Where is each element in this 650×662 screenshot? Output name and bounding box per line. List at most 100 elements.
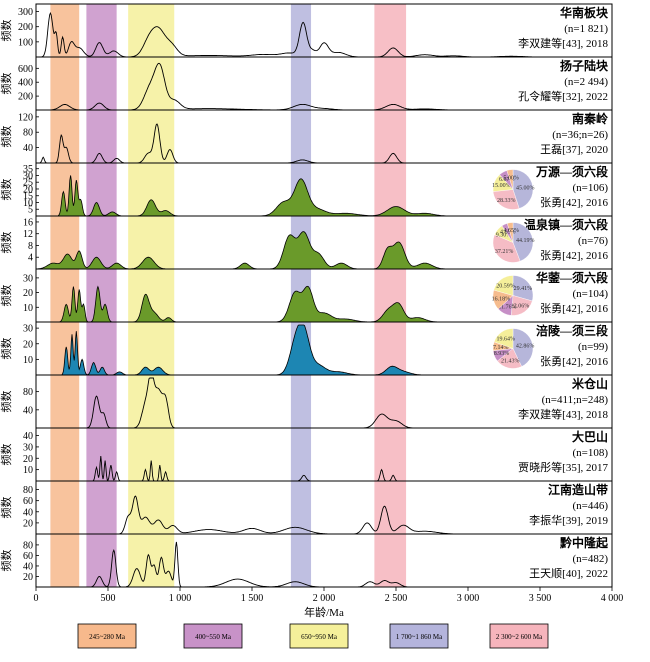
panel-3-pie-slice-0 [512,169,534,209]
panel-6-pie-label-4: 19.64% [497,336,516,342]
panel-4-pie-slice-1 [492,234,521,263]
panel-1-ylabel: 频数 [0,73,13,95]
panel-4-ytick-label-1: 8 [28,241,33,252]
panel-2-ytick-label-0: 40 [23,143,33,154]
panel-10-n: (n=482) [572,553,608,565]
panel-8-title: 大巴山 [572,429,608,444]
panel-0-source: 李双建等[43], 2018 [518,36,608,50]
panel-5-source: 张勇[42], 2016 [540,302,608,315]
panel-3-ytick-label-6: 35 [23,164,33,175]
legend-swatch-1 [183,623,243,649]
panel-9-ylabel: 频数 [0,497,13,519]
xtick-label-3: 1 500 [241,593,264,604]
panel-1-ytick-label-0: 200 [18,92,33,103]
panel-0-n: (n=1 821) [564,23,608,35]
panel-6-pie-slice-4 [493,328,514,349]
panel-9-ytick-label-0: 20 [23,518,33,529]
panel-3-pie-label-3: 6.67% [499,177,515,183]
panel-7-n: (n=411;n=248) [542,394,609,406]
panel-5-pie-label-0: 29.41% [514,286,533,292]
panel-5-ytick-label-2: 30 [23,273,33,284]
panel-2-ytick-label-1: 80 [23,128,33,139]
panel-4-ylabel: 频数 [0,232,13,254]
panel-3-source: 张勇[42], 2016 [540,196,608,209]
panel-3-ytick-label-0: 5 [28,205,33,216]
panel-4-n: (n=76) [578,235,608,247]
panel-4-pie-slice-0 [512,222,534,262]
panel-3-ylabel: 频数 [0,179,13,201]
panel-6-pie-label-0: 42.86% [516,344,535,350]
panel-7-title: 米仓山 [572,376,608,391]
panel-5-pie-slice-0 [512,275,534,302]
panel-7-source: 李双建等[43], 2018 [518,407,608,421]
xtick-label-4: 2 000 [313,593,336,604]
x-axis-label: 年龄/Ma [304,605,344,619]
panel-9-frame [35,480,613,535]
panel-0-ytick-label-2: 300 [18,7,33,18]
panel-4-ytick-label-2: 12 [23,229,33,240]
panel-6-pie-label-1: 21.43% [501,359,520,365]
panel-10-ylabel: 频数 [0,550,13,572]
panel-0-title: 华南板块 [560,5,609,20]
panel-10-title: 黔中隆起 [560,535,609,550]
panel-4-source: 张勇[42], 2016 [540,249,608,262]
panel-6-title: 涪陵—须三段 [536,323,609,338]
panel-6-pie-label-2: 8.93% [494,351,510,357]
panel-10-source: 王天顺[40], 2022 [529,567,608,580]
panel-4-pie-label-1: 37.21% [495,249,514,255]
panel-3-ytick-label-5: 30 [23,171,33,182]
panel-5-n: (n=104) [572,288,608,300]
age-band-1 [86,4,117,587]
panel-9-source: 李振华[39], 2019 [529,513,608,527]
panel-6-pie-slice-0 [512,328,534,367]
panel-8-source: 贾晓彤等[35], 2017 [518,460,608,474]
panel-5-title: 华蓥—须六段 [536,270,609,285]
panel-10-ytick-label-1: 40 [23,561,33,572]
panel-8-ytick-label-2: 30 [23,442,33,453]
panel-6-n: (n=99) [578,341,608,353]
panel-9-ytick-label-1: 40 [23,507,33,518]
xtick-label-8: 4 000 [601,593,624,604]
legend-label-3: 1 700~1 860 Ma [396,633,443,641]
panel-8-ytick-label-0: 10 [23,465,33,476]
xtick-label-5: 2 500 [385,593,408,604]
panel-6-source: 张勇[42], 2016 [540,355,608,368]
panel-8-n: (n=108) [572,447,608,459]
panel-0-ytick-label-0: 100 [18,37,33,48]
xtick-label-7: 3 500 [529,593,552,604]
panel-6-ytick-label-2: 30 [23,324,33,335]
panel-3-ytick-label-1: 10 [23,198,33,209]
panel-2-title: 南秦岭 [572,111,608,126]
legend-swatch-3 [389,623,449,649]
panel-2-ylabel: 频数 [0,126,13,148]
panel-2-spectrum-line [36,123,612,164]
panel-1-n: (n=2 494) [564,76,608,88]
panel-4-ytick-label-0: 4 [28,253,33,264]
legend-swatch-0 [77,623,137,649]
panel-3-pie-label-1: 28.33% [497,198,516,204]
panel-4-pie-slice-4 [506,222,514,243]
panel-3-ytick-label-4: 25 [23,178,33,189]
panel-6-pie-label-3: 7.14% [493,345,509,351]
panel-9-n: (n=446) [572,500,608,512]
legend-swatch-4 [489,623,549,649]
xtick-label-0: 0 [34,593,39,604]
panel-1-ytick-label-2: 600 [18,64,33,75]
panel-7-ylabel: 频数 [0,391,13,413]
legend-label-2: 650~950 Ma [301,633,338,641]
panel-3-title: 万源—须六段 [535,164,609,179]
panel-10-ytick-label-0: 20 [23,572,33,583]
panel-6-ytick-label-0: 10 [23,355,33,366]
legend-label-0: 245~280 Ma [89,633,126,641]
panel-2-frame [35,109,613,164]
legend-label-1: 400~550 Ma [195,633,232,641]
panel-2-n: (n=36;n=26) [552,129,608,141]
panel-1-title: 扬子陆块 [560,58,609,73]
panel-8-ytick-label-1: 20 [23,454,33,465]
panel-3-pie-slice-1 [492,189,520,210]
xtick-label-1: 500 [101,593,116,604]
panel-4-pie-label-2: 9.30% [496,233,512,239]
panel-3-pie-label-2: 15.00% [492,183,511,189]
panel-5-pie-label-3: 16.18% [492,296,511,302]
